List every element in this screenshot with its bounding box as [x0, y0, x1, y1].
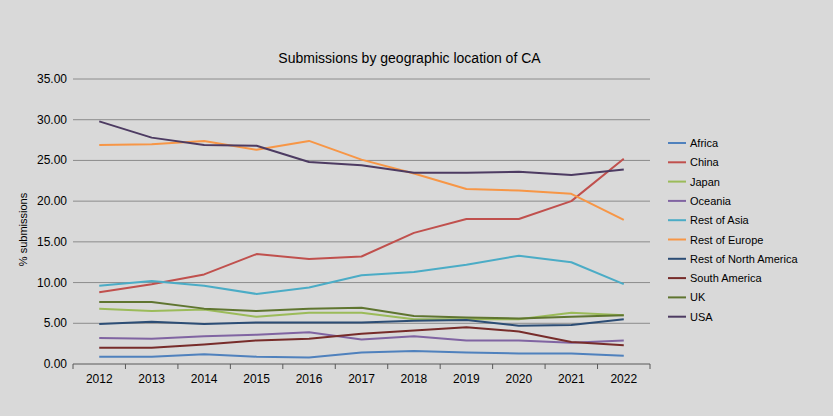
y-tick-label: 10.00: [37, 276, 67, 290]
series-line: [99, 121, 624, 175]
x-tick-label: 2013: [138, 372, 165, 386]
legend-label: China: [690, 156, 720, 168]
x-tick: [440, 364, 441, 369]
legend-swatch: [668, 142, 686, 144]
background: [0, 0, 833, 416]
legend-swatch: [668, 258, 686, 260]
x-tick-label: 2020: [506, 372, 533, 386]
legend-label: Rest of Europe: [690, 234, 763, 246]
legend-swatch: [668, 277, 686, 279]
x-tick-label: 2017: [348, 372, 375, 386]
series-line: [99, 327, 624, 347]
x-tick-label: 2022: [610, 372, 637, 386]
legend-swatch: [668, 200, 686, 202]
x-tick-label: 2012: [86, 372, 113, 386]
x-tick: [125, 364, 126, 369]
legend-label: Africa: [690, 137, 719, 149]
x-tick: [545, 364, 546, 369]
x-tick-label: 2019: [453, 372, 480, 386]
x-tick: [335, 364, 336, 369]
series-line: [99, 302, 624, 318]
legend-label: South America: [690, 272, 762, 284]
y-tick-label: 20.00: [37, 194, 67, 208]
y-tick-label: 15.00: [37, 235, 67, 249]
legend-swatch: [668, 161, 686, 163]
legend-label: Japan: [690, 176, 720, 188]
x-tick: [597, 364, 598, 369]
series-line: [99, 351, 624, 358]
series-line: [99, 256, 624, 294]
y-tick-label: 0.00: [44, 357, 68, 371]
x-tick: [282, 364, 283, 369]
legend-label: USA: [690, 311, 713, 323]
grid-line: [73, 119, 650, 120]
legend-label: UK: [690, 291, 706, 303]
y-tick-label: 5.00: [44, 316, 68, 330]
plot-area: [99, 121, 624, 357]
x-tick-label: 2018: [401, 372, 428, 386]
x-tick-label: 2016: [296, 372, 323, 386]
x-tick: [492, 364, 493, 369]
legend-label: Rest of North America: [690, 253, 798, 265]
x-tick-label: 2015: [243, 372, 270, 386]
series-line: [99, 159, 624, 293]
grid-line: [73, 364, 650, 365]
title: Submissions by geographic location of CA: [278, 50, 541, 66]
legend-label: Oceania: [690, 195, 732, 207]
grid-line: [73, 201, 650, 202]
legend-label: Rest of Asia: [690, 214, 750, 226]
grid-line: [73, 241, 650, 242]
y-axis-label: % submissions: [17, 192, 29, 266]
grid-line: [73, 79, 650, 80]
legend-swatch: [668, 239, 686, 241]
legend-swatch: [668, 316, 686, 318]
x-tick: [73, 364, 74, 369]
y-tick-label: 35.00: [37, 72, 67, 86]
x-tick: [177, 364, 178, 369]
x-tick-label: 2021: [558, 372, 585, 386]
x-tick: [230, 364, 231, 369]
x-tick: [387, 364, 388, 369]
series-line: [99, 319, 624, 326]
chart: Submissions by geographic location of CA…: [0, 0, 833, 416]
legend-swatch: [668, 296, 686, 298]
x-tick-label: 2014: [191, 372, 218, 386]
series-line: [99, 141, 624, 220]
legend-swatch: [668, 219, 686, 221]
y-tick-label: 30.00: [37, 113, 67, 127]
x-tick-end: [650, 364, 651, 369]
legend-swatch: [668, 181, 686, 183]
y-tick-label: 25.00: [37, 153, 67, 167]
